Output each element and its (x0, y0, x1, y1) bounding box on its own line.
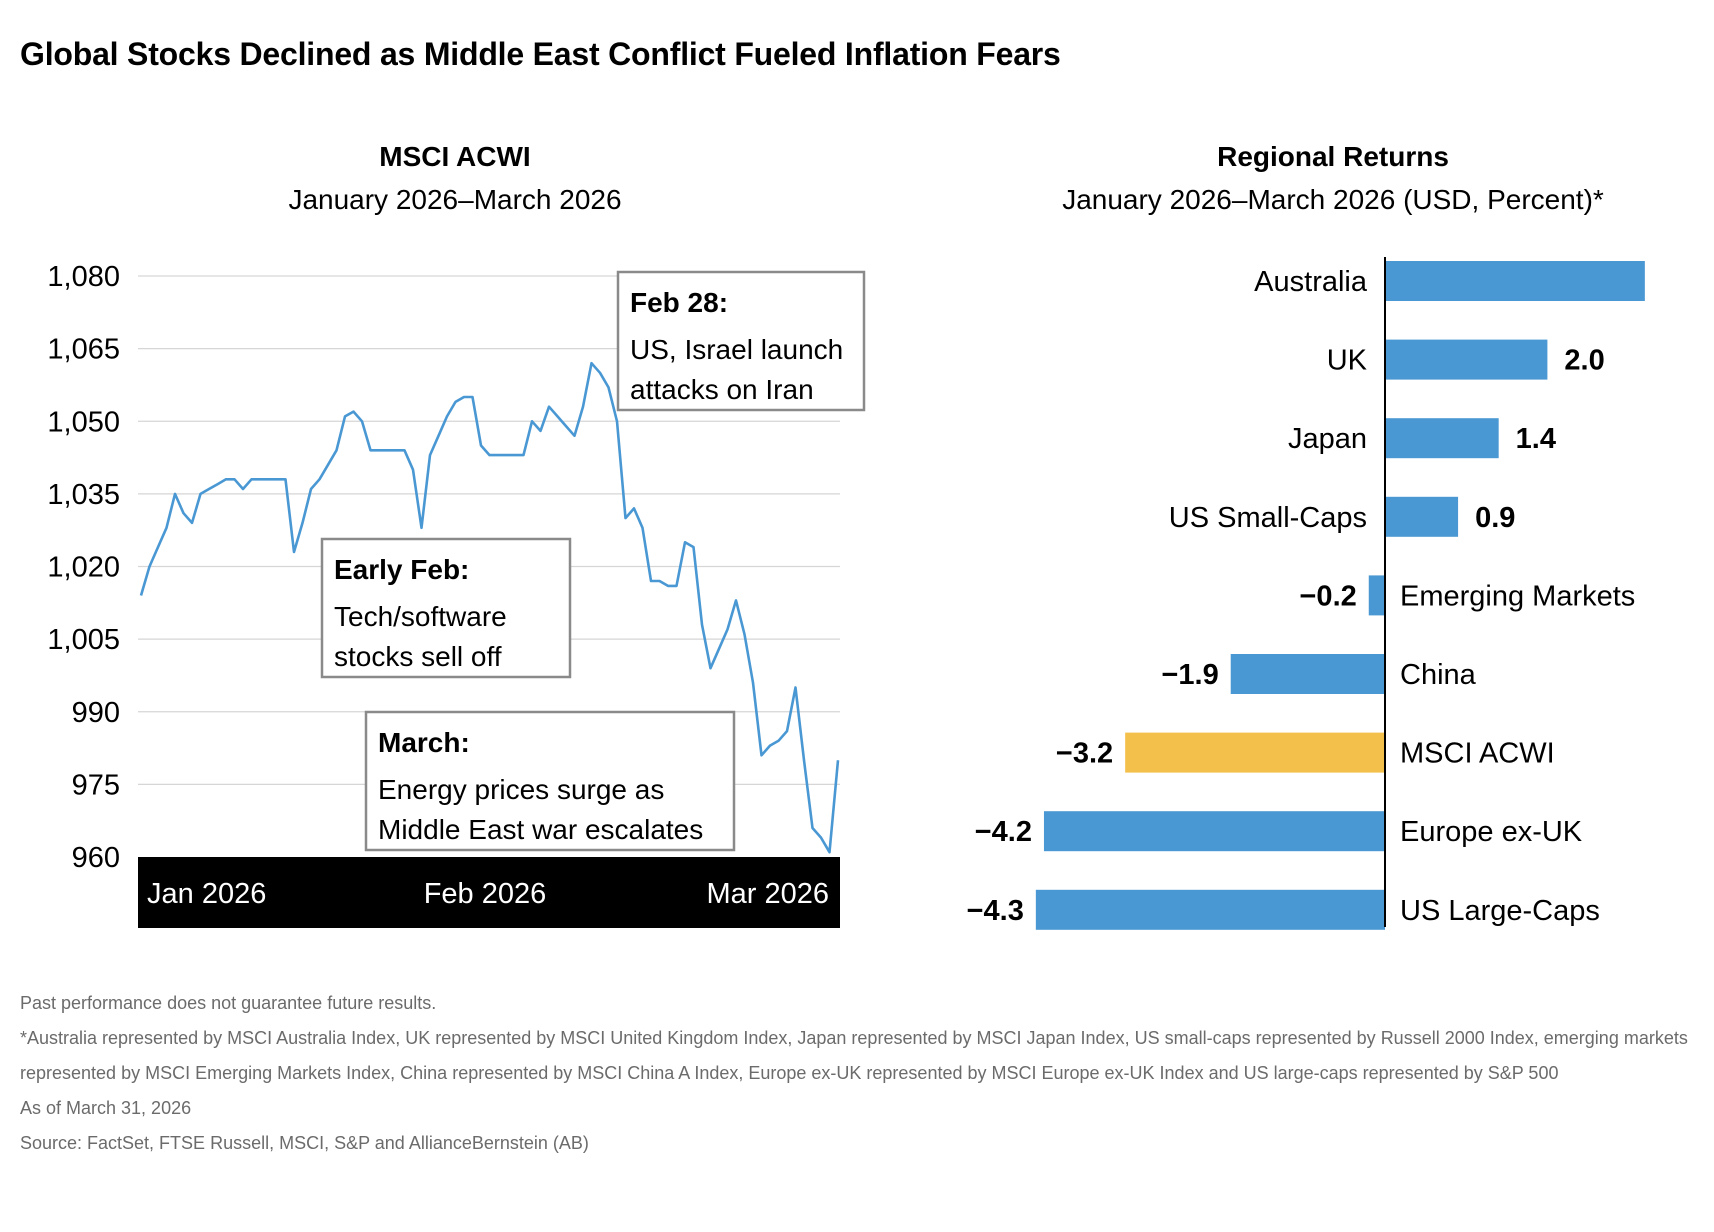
line-chart-y-tick-label: 1,020 (47, 552, 120, 584)
bar-value-label: −4.2 (975, 816, 1032, 848)
bar-japan (1385, 418, 1499, 459)
line-chart-y-axis: 1,080 1,065 1,050 1,035 1,020 1,005 990 975 960 (47, 261, 120, 874)
bar-emerging-markets (1368, 575, 1385, 616)
bar-category-label: US Large-Caps (1400, 895, 1600, 927)
bar-category-label: MSCI ACWI (1400, 738, 1555, 770)
line-chart-x-tick-label: Mar 2026 (706, 878, 829, 910)
bar-china (1230, 654, 1385, 694)
line-chart-y-tick-label: 1,035 (47, 479, 120, 511)
line-chart-y-tick-label: 1,005 (47, 624, 120, 656)
bar-value-label: 0.9 (1475, 502, 1515, 534)
line-chart-series (139, 361, 840, 854)
line-chart-x-axis: Jan 2026 Feb 2026 Mar 2026 (138, 857, 840, 928)
line-chart-y-tick-label: 960 (72, 842, 120, 874)
line-chart-y-tick-label: 990 (72, 697, 120, 729)
line-chart-annotations: Feb 28: US, Israel launch attacks on Iran E… (320, 270, 866, 852)
bar-chart-bars: Australia UK 2.0 Japan 1.4 US Small-Caps 0.9 Em… (967, 257, 1645, 930)
bar-us-small-caps (1385, 496, 1459, 537)
line-chart-x-axis-band (138, 857, 840, 928)
annotation-box (364, 710, 736, 852)
bar-value-label: 1.4 (1516, 423, 1556, 455)
bar-australia (1385, 261, 1645, 301)
bar-chart-subtitle: January 2026–March 2026 (USD, Percent)* (1062, 184, 1604, 215)
annotation-feb-28: Feb 28: US, Israel launch attacks on Iran (616, 270, 866, 412)
bar-chart-title: Regional Returns (1217, 141, 1449, 172)
bar-value-label: −0.2 (1300, 580, 1357, 612)
footnote-source: Source: FactSet, FTSE Russell, MSCI, S&P… (20, 1133, 589, 1153)
bar-category-label: Australia (1254, 266, 1368, 298)
bar-value-label: −3.2 (1056, 738, 1113, 770)
annotation-march: March: Energy prices surge as Middle East … (364, 710, 736, 852)
annotation-title: Early Feb: (334, 554, 469, 585)
line-chart-y-tick-label: 975 (72, 769, 120, 801)
msci-acwi-line (139, 361, 840, 854)
line-chart-x-tick-label: Feb 2026 (424, 878, 547, 910)
page-title: Global Stocks Declined as Middle East Co… (20, 36, 1061, 72)
bar-value-label: 2.0 (1564, 345, 1604, 377)
footnote-disclaimer: Past performance does not guarantee futu… (20, 993, 437, 1013)
bar-category-label: Japan (1288, 423, 1367, 455)
annotation-title: March: (378, 727, 470, 758)
annotation-box (616, 270, 866, 412)
footnote-index-definitions: *Australia represented by MSCI Australia… (20, 1028, 1688, 1083)
line-chart-subtitle: January 2026–March 2026 (288, 184, 621, 215)
charts-canvas: MSCI ACWI January 2026–March 2026 Region… (47, 141, 1645, 930)
annotation-text: Middle East war escalates (378, 814, 703, 845)
line-chart-title: MSCI ACWI (379, 141, 530, 172)
line-chart-y-tick-label: 1,050 (47, 406, 120, 438)
bar-category-label: Emerging Markets (1400, 580, 1635, 612)
bar-value-label: −4.3 (967, 895, 1024, 927)
annotation-text: stocks sell off (334, 641, 502, 672)
annotation-text: Energy prices surge as (378, 774, 664, 805)
bar-europe-ex-uk (1043, 811, 1385, 852)
bar-category-label: Europe ex-UK (1400, 816, 1583, 848)
bar-category-label: China (1400, 659, 1477, 691)
bar-us-large-caps (1035, 889, 1385, 930)
line-chart-x-tick-label: Jan 2026 (147, 878, 266, 910)
annotation-text: attacks on Iran (630, 374, 814, 405)
annotation-title: Feb 28: (630, 287, 728, 318)
bar-uk (1385, 339, 1548, 380)
footnotes: Past performance does not guarantee futu… (20, 986, 1700, 1161)
bar-msci-acwi (1125, 732, 1385, 773)
annotation-early-feb: Early Feb: Tech/software stocks sell off (320, 537, 572, 679)
line-chart-y-tick-label: 1,080 (47, 261, 120, 293)
bar-value-label: −1.9 (1161, 659, 1218, 691)
annotation-box (320, 537, 572, 679)
bar-category-label: UK (1327, 345, 1368, 377)
annotation-text: US, Israel launch (630, 334, 843, 365)
footnote-as-of-date: As of March 31, 2026 (20, 1098, 192, 1118)
bar-category-label: US Small-Caps (1169, 502, 1367, 534)
line-chart-y-tick-label: 1,065 (47, 334, 120, 366)
annotation-text: Tech/software (334, 601, 507, 632)
